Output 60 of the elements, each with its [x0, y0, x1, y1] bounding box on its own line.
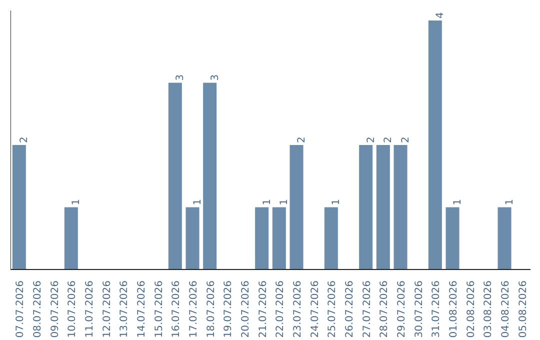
x-tick-label: 09.07.2026 — [50, 280, 61, 338]
x-tick-label: 30.07.2026 — [414, 280, 425, 338]
data-label: 1 — [504, 198, 516, 206]
x-tick-label: 12.07.2026 — [102, 280, 113, 338]
data-label: 1 — [452, 198, 464, 206]
bar — [186, 207, 200, 270]
bar — [12, 144, 26, 270]
x-tick-label: 24.07.2026 — [310, 280, 321, 338]
data-label: 2 — [296, 136, 308, 143]
data-label: 2 — [400, 136, 412, 143]
bar — [168, 82, 182, 270]
x-tick-label: 29.07.2026 — [396, 280, 408, 338]
bar — [446, 207, 460, 270]
data-label: 3 — [175, 74, 186, 81]
x-tick-label: 26.07.2026 — [344, 280, 356, 338]
x-tick-label: 04.08.2026 — [500, 280, 512, 338]
bar — [428, 20, 442, 270]
x-tick-label: 21.07.2026 — [258, 280, 269, 338]
data-label: 1 — [331, 198, 342, 206]
bar — [64, 207, 78, 270]
x-tick-label: 15.07.2026 — [154, 280, 165, 338]
x-tick-label: 22.07.2026 — [275, 280, 286, 338]
bar — [359, 144, 373, 270]
bar — [376, 144, 390, 270]
x-tick-label: 16.07.2026 — [171, 280, 182, 338]
x-tick-label: 02.08.2026 — [466, 280, 477, 338]
x-tick-label: 18.07.2026 — [206, 280, 217, 338]
bar — [255, 207, 269, 270]
x-tick-label: 13.07.2026 — [119, 280, 130, 338]
bar — [394, 144, 408, 270]
data-label: 2 — [383, 136, 394, 143]
x-tick-label: 25.07.2026 — [327, 280, 338, 338]
x-tick-label: 28.07.2026 — [379, 280, 390, 338]
x-tick-label: 07.07.2026 — [15, 280, 26, 338]
x-tick-label: 01.08.2026 — [448, 280, 460, 338]
data-label: 1 — [71, 198, 82, 206]
x-tick-label: 05.08.2026 — [518, 280, 529, 338]
data-label: 1 — [192, 198, 204, 206]
x-tick-label: 17.07.2026 — [188, 280, 200, 338]
x-tick-label: 03.08.2026 — [483, 280, 494, 338]
data-label: 1 — [262, 198, 273, 206]
bar — [203, 82, 217, 270]
bar — [290, 144, 304, 270]
data-label: 4 — [435, 12, 446, 18]
x-tick-label: 31.07.2026 — [431, 280, 442, 338]
x-tick-label: 27.07.2026 — [362, 280, 373, 338]
x-tick-label: 11.07.2026 — [84, 280, 96, 338]
x-tick-label: 08.07.2026 — [32, 280, 44, 338]
x-tick-label: 14.07.2026 — [136, 280, 148, 338]
data-label: 2 — [366, 136, 377, 143]
data-label: 2 — [19, 136, 30, 143]
x-tick-label: 20.07.2026 — [240, 280, 252, 338]
bar — [324, 207, 338, 270]
bar — [272, 207, 286, 270]
bar — [498, 207, 512, 270]
data-label: 3 — [210, 74, 221, 81]
data-label: 1 — [279, 198, 290, 206]
x-tick-label: 23.07.2026 — [292, 280, 304, 338]
x-tick-label: 19.07.2026 — [223, 280, 234, 338]
x-tick-label: 10.07.2026 — [67, 280, 78, 338]
